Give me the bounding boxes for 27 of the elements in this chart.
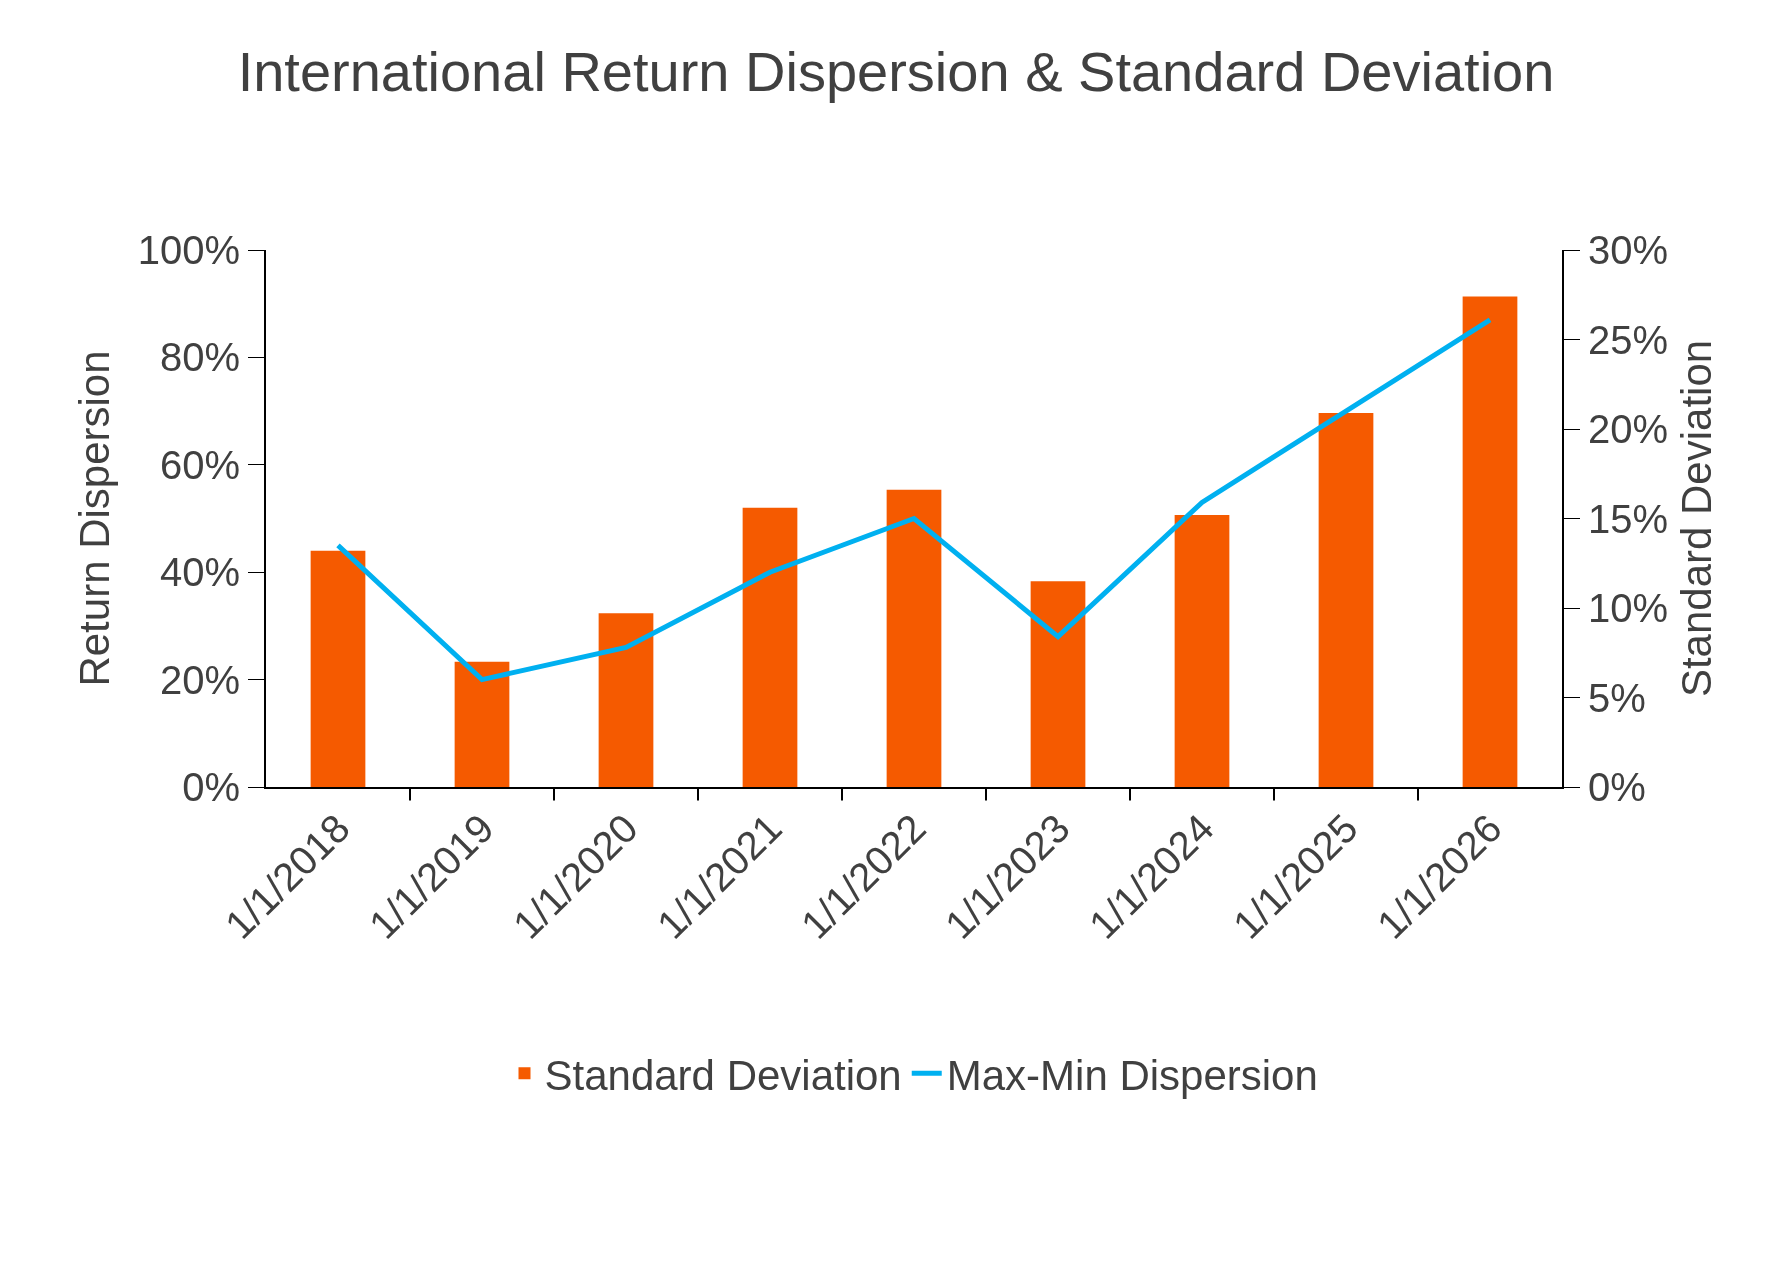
bar [742, 507, 798, 787]
bar [310, 550, 366, 787]
y-tick-label: 20% [159, 657, 240, 702]
legend-label: Max-Min Dispersion [946, 1051, 1318, 1099]
y2-tick-label: 30% [1588, 228, 1669, 272]
bar [1174, 514, 1230, 787]
y2-tick-label: 20% [1588, 407, 1669, 451]
bar [1318, 412, 1374, 787]
y2-tick-label: 0% [1588, 765, 1646, 809]
bar [598, 613, 654, 787]
y-tick-label: 40% [159, 550, 240, 595]
bar [886, 489, 942, 787]
y-tick-label: 80% [159, 335, 240, 380]
y2-tick-label: 15% [1588, 496, 1669, 541]
y-axis-title: Return Dispersion [70, 350, 118, 687]
y-tick-label: 0% [182, 765, 240, 809]
y2-tick-label: 25% [1588, 317, 1669, 362]
y2-tick-label: 5% [1588, 675, 1646, 720]
y2-tick-label: 10% [1588, 586, 1669, 630]
bar [1030, 581, 1086, 787]
bar [454, 661, 510, 787]
bar [1462, 296, 1518, 787]
y-tick-label: 60% [159, 442, 240, 487]
legend-label: Standard Deviation [544, 1051, 902, 1099]
y-tick-label: 100% [137, 228, 240, 272]
y2-axis-title: Standard Deviation [1673, 339, 1721, 698]
chart-title: International Return Dispersion & Standard Deviation [237, 39, 1555, 103]
